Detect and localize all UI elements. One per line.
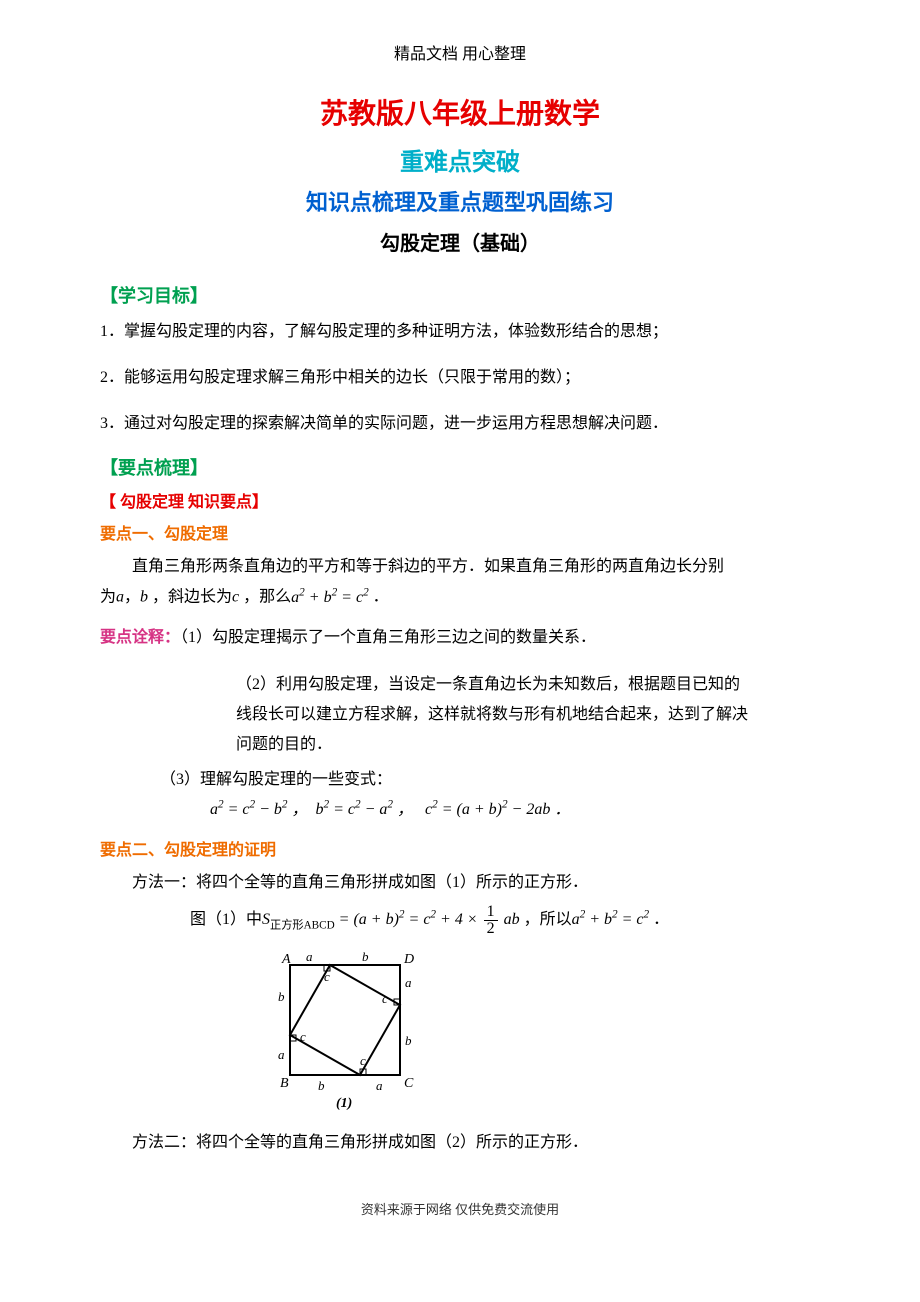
fraction-half: 12 bbox=[484, 904, 498, 937]
label-a-left: a bbox=[278, 1047, 285, 1062]
footer-note: 资料来源于网络 仅供免费交流使用 bbox=[100, 1199, 820, 1218]
explain3-formulas: a2 = c2 − b2 ， b2 = c2 − a2 ， c2 = (a + … bbox=[210, 795, 820, 826]
label-A: A bbox=[281, 952, 291, 967]
label-a-top: a bbox=[306, 949, 313, 964]
area-symbol: S bbox=[262, 911, 270, 928]
label-b-bottom: b bbox=[318, 1078, 325, 1093]
explain-line1: 要点诠释：（1）勾股定理揭示了一个直角三角形三边之间的数量关系． bbox=[100, 623, 820, 653]
section-knowledge-heading: 【 勾股定理 知识要点】 bbox=[100, 488, 820, 512]
point1-pre: 为 bbox=[100, 589, 116, 606]
header-note: 精品文档 用心整理 bbox=[100, 40, 820, 64]
page: 精品文档 用心整理 苏教版八年级上册数学 重难点突破 知识点梳理及重点题型巩固练… bbox=[0, 0, 920, 1258]
point1-body-line1: 直角三角形两条直角边的平方和等于斜边的平方．如果直角三角形的两直角边长分别 bbox=[100, 552, 820, 582]
period2: ． bbox=[649, 911, 669, 928]
point1-body-line2: 为a，b ，斜边长为c ，那么a2 + b2 = c2 ． bbox=[100, 582, 820, 613]
method1-text: 方法一：将四个全等的直角三角形拼成如图（1）所示的正方形． bbox=[100, 868, 820, 898]
label-D: D bbox=[403, 952, 414, 967]
label-B: B bbox=[280, 1076, 289, 1091]
period: ． bbox=[369, 589, 389, 606]
formula-pythagoras: a2 + b2 = c2 bbox=[291, 589, 368, 606]
var-b: b bbox=[140, 589, 148, 606]
label-b-top: b bbox=[362, 949, 369, 964]
explain-head: 要点诠释： bbox=[100, 629, 180, 646]
label-c-2: c bbox=[382, 991, 388, 1006]
label-C: C bbox=[404, 1076, 414, 1091]
point2-heading: 要点二、勾股定理的证明 bbox=[100, 836, 820, 860]
area-subscript: 正方形ABCD bbox=[270, 920, 335, 932]
method1-formula-line: 图（1）中S正方形ABCD = (a + b)2 = c2 + 4 × 12 a… bbox=[190, 904, 820, 937]
var-a: a bbox=[116, 589, 124, 606]
title-sub2: 知识点梳理及重点题型巩固练习 bbox=[100, 185, 820, 217]
goal-3: 3．通过对勾股定理的探索解决简单的实际问题，进一步运用方程思想解决问题． bbox=[100, 408, 820, 440]
label-b-right: b bbox=[405, 1033, 412, 1048]
outer-square bbox=[290, 965, 400, 1075]
title-sub1: 重难点突破 bbox=[100, 142, 820, 177]
label-a-right: a bbox=[405, 975, 412, 990]
label-b-left: b bbox=[278, 989, 285, 1004]
title-main: 苏教版八年级上册数学 bbox=[100, 92, 820, 132]
explain3-heading: （3）理解勾股定理的一些变式： bbox=[160, 765, 820, 795]
label-c-3: c bbox=[360, 1053, 366, 1068]
sep1: ， bbox=[124, 589, 140, 606]
explain2-line-b: 线段长可以建立方程求解，这样就将数与形有机地结合起来，达到了解决 bbox=[236, 700, 820, 730]
formula-pythagoras-2: a2 + b2 = c2 bbox=[572, 911, 649, 928]
square-diagram-svg: A D B C a b a b b a b a c c c c bbox=[270, 945, 430, 1115]
area-eq1: = (a + b)2 = c2 + 4 × bbox=[339, 911, 482, 928]
point1-then: ，那么 bbox=[239, 589, 291, 606]
goal-2: 2．能够运用勾股定理求解三角形中相关的边长（只限于常用的数）； bbox=[100, 362, 820, 394]
diagram-caption: (1) bbox=[336, 1096, 352, 1111]
label-a-bottom: a bbox=[376, 1078, 383, 1093]
explain1-text: （1）勾股定理揭示了一个直角三角形三边之间的数量关系． bbox=[180, 629, 596, 646]
method1-fig-pre: 图（1）中 bbox=[190, 911, 262, 928]
point1-heading: 要点一、勾股定理 bbox=[100, 520, 820, 544]
title-sub3: 勾股定理（基础） bbox=[100, 227, 820, 256]
explain2-line-c: 问题的目的． bbox=[236, 730, 820, 760]
point1-mid: ，斜边长为 bbox=[148, 589, 232, 606]
explain2-line-a: （2）利用勾股定理，当设定一条直角边长为未知数后，根据题目已知的 bbox=[236, 670, 820, 700]
inner-square bbox=[290, 965, 400, 1075]
area-eq1b: ab bbox=[500, 911, 520, 928]
diagram-figure-1: A D B C a b a b b a b a c c c c bbox=[270, 945, 820, 1120]
goal-1: 1．掌握勾股定理的内容，了解勾股定理的多种证明方法，体验数形结合的思想； bbox=[100, 316, 820, 348]
method2-text: 方法二：将四个全等的直角三角形拼成如图（2）所示的正方形． bbox=[100, 1128, 820, 1158]
section-goals-heading: 【学习目标】 bbox=[100, 282, 820, 308]
label-c-4: c bbox=[300, 1029, 306, 1044]
section-comb-heading: 【要点梳理】 bbox=[100, 454, 820, 480]
method1-fig-mid: ，所以 bbox=[524, 911, 572, 928]
